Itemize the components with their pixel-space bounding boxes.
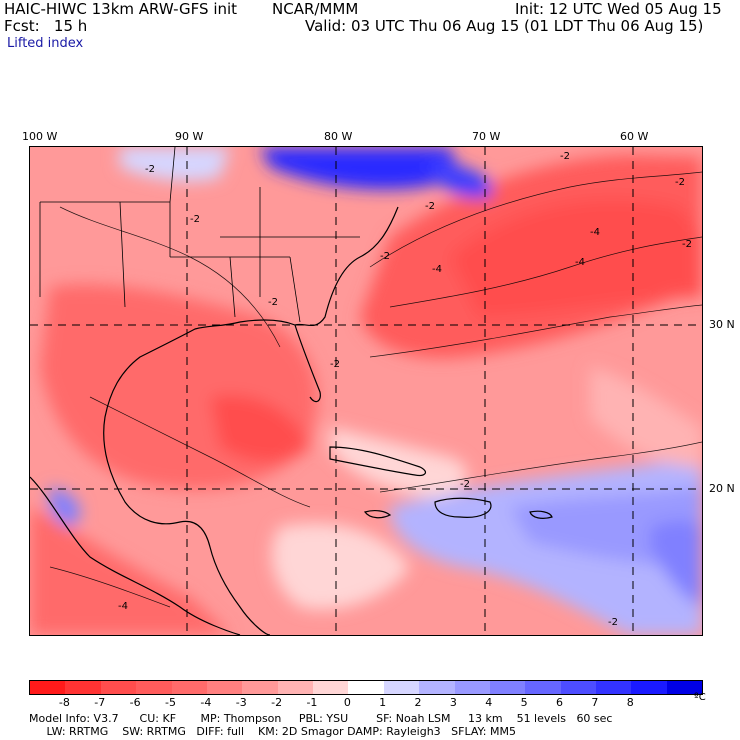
contour-pacific-1 bbox=[49, 566, 171, 608]
hispaniola-coastline bbox=[434, 497, 492, 518]
contour-atlantic-3 bbox=[369, 304, 702, 358]
field-shading bbox=[30, 147, 702, 635]
contour-label: -2 bbox=[145, 164, 155, 175]
lon-label-90w: 90 W bbox=[175, 130, 204, 143]
lifted-index-map: -2 -2 -2 -4 -4 -2 -2 -2 -4 -2 -4 -2 -2 -… bbox=[29, 146, 703, 636]
colorbar-tick-label: 3 bbox=[449, 696, 457, 709]
contour-label: -4 bbox=[575, 257, 585, 268]
contour-label: -2 bbox=[268, 297, 278, 308]
colorbar-tick-label: 0 bbox=[343, 696, 351, 709]
colorbar-cell bbox=[383, 681, 420, 694]
forecast-hour: Fcst: 15 h bbox=[4, 17, 88, 35]
state-lines bbox=[39, 147, 360, 323]
contour-label: -2 bbox=[425, 201, 435, 212]
colorbar-cell bbox=[30, 681, 66, 694]
cuba-coastline bbox=[329, 446, 427, 477]
colorbar-cell bbox=[136, 681, 172, 694]
colorbar-cell bbox=[171, 681, 207, 694]
model-info-line-2: LW: RRTMG SW: RRTMG DIFF: full KM: 2D Sm… bbox=[29, 725, 516, 738]
contour-atlantic-1 bbox=[369, 171, 702, 268]
contour-labels: -2 -2 -2 -4 -4 -2 -2 -2 -4 -2 -4 -2 -2 -… bbox=[118, 151, 692, 628]
contour-label: -2 bbox=[608, 617, 618, 628]
contour-gulf-1 bbox=[89, 396, 311, 508]
colorbar bbox=[29, 680, 703, 695]
colorbar-cell bbox=[596, 681, 632, 694]
contour-label: -2 bbox=[560, 151, 570, 162]
map-canvas: -2 -2 -2 -4 -4 -2 -2 -2 -4 -2 -4 -2 -2 -… bbox=[30, 147, 702, 635]
colorbar-tick-label: 2 bbox=[414, 696, 422, 709]
colorbar-tick-label: 4 bbox=[485, 696, 493, 709]
colorbar-tick-label: -1 bbox=[306, 696, 318, 709]
colorbar-tick-label: 7 bbox=[591, 696, 599, 709]
contour-label: -2 bbox=[682, 239, 692, 250]
colorbar-cell bbox=[65, 681, 101, 694]
contour-label: -4 bbox=[590, 227, 600, 238]
colorbar-cell bbox=[631, 681, 667, 694]
model-info-line-1: Model Info: V3.7 CU: KF MP: Thompson PBL… bbox=[29, 712, 613, 725]
model-title: HAIC-HIWC 13km ARW-GFS init bbox=[4, 0, 238, 18]
colorbar-tick-label: 8 bbox=[626, 696, 634, 709]
contour-label: -2 bbox=[380, 251, 390, 262]
contour-atlantic-2 bbox=[389, 236, 702, 308]
colorbar-tick-label: 5 bbox=[520, 696, 528, 709]
lon-label-70w: 70 W bbox=[472, 130, 501, 143]
colorbar-tick-label: 6 bbox=[556, 696, 564, 709]
contour-label: -4 bbox=[432, 264, 442, 275]
colorbar-cell bbox=[242, 681, 278, 694]
colorbar-tick-label: -7 bbox=[94, 696, 106, 709]
colorbar-cell bbox=[489, 681, 526, 694]
colorbar-tick-label: -3 bbox=[235, 696, 247, 709]
colorbar-cell bbox=[206, 681, 243, 694]
colorbar-tick-label: -6 bbox=[129, 696, 141, 709]
state-borders bbox=[39, 147, 360, 323]
contour-land-1 bbox=[59, 206, 281, 348]
colorbar-cell bbox=[454, 681, 490, 694]
field-name: Lifted index bbox=[7, 36, 84, 51]
colorbar-tick-label: -2 bbox=[271, 696, 283, 709]
contours bbox=[49, 171, 702, 608]
jamaica-coastline bbox=[364, 509, 392, 519]
colorbar-tick-label: -5 bbox=[164, 696, 176, 709]
mexico-pacific-coastline bbox=[30, 476, 241, 635]
coastlines bbox=[30, 206, 553, 635]
graticule bbox=[30, 147, 702, 635]
colorbar-cell bbox=[666, 681, 703, 694]
lon-label-100w: 100 W bbox=[22, 130, 58, 143]
puerto-rico-coastline bbox=[529, 510, 553, 519]
contour-label: -4 bbox=[118, 601, 128, 612]
colorbar-cell bbox=[348, 681, 384, 694]
colorbar-cell bbox=[313, 681, 349, 694]
contour-label: -2 bbox=[460, 479, 470, 490]
colorbar-cell bbox=[100, 681, 137, 694]
contour-label: -2 bbox=[675, 177, 685, 188]
colorbar-tick-label: 1 bbox=[379, 696, 387, 709]
lon-label-80w: 80 W bbox=[324, 130, 353, 143]
colorbar-tick-label: -4 bbox=[200, 696, 212, 709]
contour-label: -2 bbox=[330, 359, 340, 370]
colorbar-cell bbox=[525, 681, 561, 694]
contour-label: -2 bbox=[190, 214, 200, 225]
colorbar-unit: ºC bbox=[694, 692, 706, 703]
init-time: Init: 12 UTC Wed 05 Aug 15 bbox=[515, 0, 722, 18]
colorbar-cell bbox=[419, 681, 455, 694]
gulf-coastline bbox=[103, 206, 399, 635]
valid-time: Valid: 03 UTC Thu 06 Aug 15 (01 LDT Thu … bbox=[305, 17, 704, 35]
lon-label-60w: 60 W bbox=[620, 130, 649, 143]
lat-label-20n: 20 N bbox=[709, 482, 735, 495]
florida-coastline bbox=[294, 324, 321, 403]
colorbar-cell bbox=[560, 681, 596, 694]
lat-label-30n: 30 N bbox=[709, 318, 735, 331]
colorbar-cell bbox=[277, 681, 313, 694]
contour-caribbean-1 bbox=[379, 441, 702, 493]
colorbar-tick-label: -8 bbox=[58, 696, 70, 709]
organization: NCAR/MMM bbox=[272, 0, 359, 18]
